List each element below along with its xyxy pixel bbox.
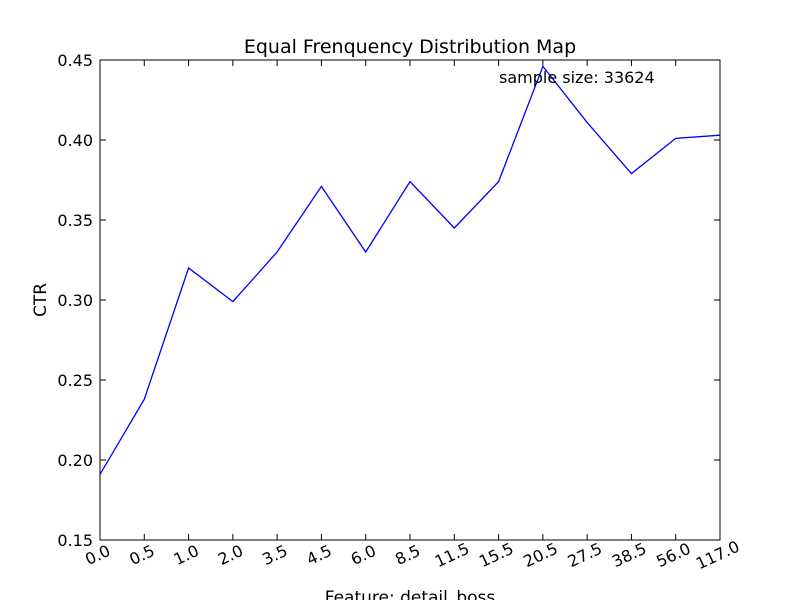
- y-tick-label: 0.35: [57, 211, 93, 230]
- x-tick-label: 15.5: [476, 539, 516, 571]
- y-tick-label: 0.40: [57, 131, 93, 150]
- sample-size-annotation: sample size: 33624: [499, 68, 655, 87]
- x-tick-label: 4.5: [304, 541, 335, 569]
- x-tick-label: 0.5: [126, 541, 157, 569]
- x-tick-label: 20.5: [520, 539, 560, 571]
- y-tick-label: 0.25: [57, 371, 93, 390]
- y-axis-label: CTR: [31, 283, 51, 317]
- x-axis-label: Feature: detail_boss: [325, 588, 496, 600]
- series-line: [99, 65, 721, 475]
- x-tick-label: 38.5: [609, 539, 649, 571]
- x-tick-label: 8.5: [392, 541, 423, 569]
- x-tick-label: 3.5: [259, 541, 290, 569]
- x-tick-label: 2.0: [215, 541, 246, 569]
- y-tick-label: 0.45: [57, 51, 93, 70]
- x-tick-label: 11.5: [432, 539, 472, 571]
- x-tick-label: 117.0: [693, 537, 743, 574]
- x-tick-label: 27.5: [565, 539, 605, 571]
- y-tick-label: 0.30: [57, 291, 93, 310]
- y-tick-label: 0.15: [57, 531, 93, 550]
- x-tick-label: 6.0: [348, 541, 379, 569]
- y-tick-label: 0.20: [57, 451, 93, 470]
- x-tick-label: 56.0: [653, 539, 693, 571]
- chart-title: Equal Frenquency Distribution Map: [244, 36, 576, 58]
- plot-frame: [99, 59, 721, 541]
- x-tick-label: 1.0: [171, 541, 202, 569]
